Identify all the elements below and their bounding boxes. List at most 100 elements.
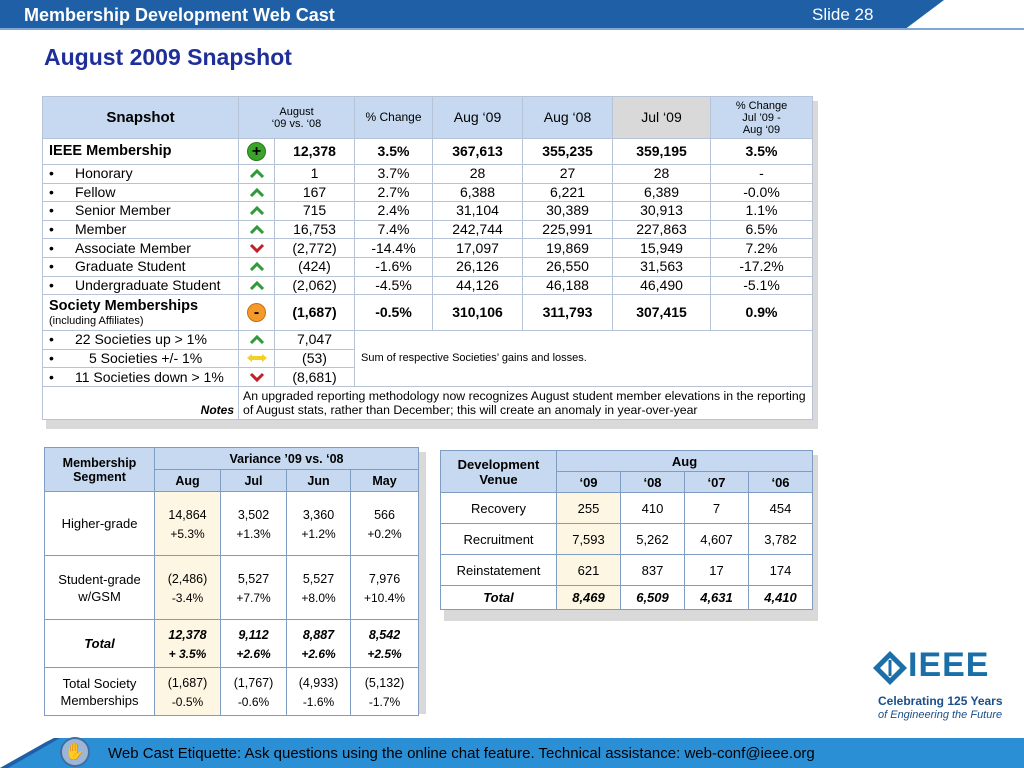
grade-jul09: 46,490	[612, 275, 711, 296]
society-label: Society Memberships	[49, 298, 199, 315]
grade-pct2: 6.5%	[710, 219, 813, 240]
header-pct-change: % Change	[354, 96, 433, 139]
venue-value: 4,631	[684, 585, 749, 610]
venue-value: 174	[747, 554, 814, 586]
bullet: •	[49, 183, 54, 200]
grade-label: Honorary	[75, 165, 133, 182]
venue-row: Reinstatement 621 837 17 174	[440, 554, 814, 586]
venue-value: 6,509	[620, 585, 685, 610]
variance-percent: +5.3%	[170, 526, 205, 541]
venue-value: 454	[747, 492, 814, 524]
venue-year-header: ‘08	[620, 471, 685, 493]
society-change: (1,687)	[274, 294, 355, 332]
society-breakdown-value: 7,047	[274, 330, 355, 350]
variance-month-header: May	[349, 469, 420, 492]
venue-row: Recovery 255 410 7 454	[440, 492, 814, 524]
footer-etiquette-text: Web Cast Etiquette: Ask questions using …	[108, 745, 815, 762]
grade-pct: -14.4%	[354, 238, 433, 258]
variance-percent: +8.0%	[301, 590, 336, 605]
header-jul09: Jul ‘09	[612, 96, 711, 139]
variance-value: 7,976	[368, 571, 401, 586]
variance-percent: -1.7%	[368, 694, 401, 709]
grade-jul09: 227,863	[612, 219, 711, 240]
bullet: •	[49, 221, 54, 238]
venue-year-header: ‘09	[556, 471, 621, 493]
variance-percent: +7.7%	[236, 590, 271, 605]
grade-aug08: 19,869	[522, 238, 613, 258]
footer-bar: Web Cast Etiquette: Ask questions using …	[0, 738, 1024, 768]
variance-percent: +1.2%	[301, 526, 336, 541]
venue-label: Recruitment	[440, 523, 557, 555]
variance-value: (1,687)	[167, 675, 208, 690]
segment-label: Total Society Memberships	[44, 667, 155, 716]
venue-value: 621	[556, 554, 621, 586]
grade-label: Senior Member	[75, 202, 171, 219]
variance-row: Total Society Memberships (1,687) -0.5% (1,…	[44, 667, 420, 716]
grade-row: • Associate Member (2,772) -14.4% 17,097 19,8…	[42, 238, 813, 258]
grade-pct: 2.4%	[354, 201, 433, 221]
neutral-arrow-icon	[246, 354, 267, 363]
bullet: •	[49, 331, 54, 348]
venue-value: 5,262	[620, 523, 685, 555]
society-breakdown-label: 22 Societies up > 1%	[75, 331, 207, 348]
venue-value: 4,410	[747, 585, 814, 610]
variance-row: Total 12,378 + 3.5% 9,112 +2.6% 8,887 +2.6% 8,5…	[44, 619, 420, 668]
down-arrow-icon	[249, 243, 264, 253]
grade-jul09: 6,389	[612, 182, 711, 203]
venue-year-header: ‘06	[747, 471, 814, 493]
society-breakdown-label: 5 Societies +/- 1%	[89, 350, 203, 367]
grade-pct2: 1.1%	[710, 201, 813, 221]
up-arrow-icon	[249, 206, 264, 216]
variance-month-header: Aug	[154, 469, 221, 492]
variance-value: 3,360	[302, 507, 335, 522]
ieee-membership-row: IEEE Membership + 12,378 3.5% 367,613 35…	[42, 138, 813, 165]
variance-value: (5,132)	[364, 675, 405, 690]
header-bar-shape	[0, 0, 1024, 30]
bullet: •	[49, 276, 54, 293]
variance-value: 566	[374, 507, 395, 522]
plus-circle-icon: +	[247, 142, 266, 161]
variance-value: (1,767)	[233, 675, 274, 690]
header-aug08: Aug ‘08	[522, 96, 613, 139]
slide-title: August 2009 Snapshot	[44, 44, 292, 70]
venue-row: Recruitment 7,593 5,262 4,607 3,782	[440, 523, 814, 555]
snapshot-table: Snapshot August ‘09 vs. ‘08 % Change Aug…	[42, 96, 813, 420]
ieee-change: 12,378	[274, 138, 355, 165]
society-breakdown-label: 11 Societies down > 1%	[75, 368, 224, 385]
grade-change: (2,062)	[274, 275, 355, 296]
down-arrow-icon	[249, 372, 264, 382]
variance-value: 5,527	[302, 571, 335, 586]
grade-aug09: 6,388	[432, 182, 523, 203]
variance-percent: +2.6%	[301, 646, 336, 661]
grade-pct2: -5.1%	[710, 275, 813, 296]
variance-value: 8,887	[302, 627, 335, 642]
variance-percent: -0.6%	[237, 694, 270, 709]
grade-aug09: 242,744	[432, 219, 523, 240]
header-snapshot: Snapshot	[42, 96, 239, 139]
segment-label: Total	[44, 619, 155, 668]
venue-value: 837	[620, 554, 685, 586]
raised-hand-icon: ✋	[60, 737, 90, 767]
grade-change: 16,753	[274, 219, 355, 240]
grade-label: Graduate Student	[75, 258, 186, 275]
variance-header: Variance ’09 vs. ‘08	[153, 447, 420, 470]
ieee-aug09: 367,613	[432, 138, 523, 165]
variance-value: 12,378	[168, 627, 207, 642]
webcast-title: Membership Development Web Cast	[24, 5, 335, 25]
variance-percent: +0.2%	[367, 526, 402, 541]
grade-jul09: 31,563	[612, 256, 711, 277]
bullet: •	[49, 239, 54, 256]
grade-label: Associate Member	[75, 239, 191, 256]
grade-aug09: 26,126	[432, 256, 523, 277]
variance-value: (4,933)	[298, 675, 339, 690]
variance-percent: +1.3%	[236, 526, 271, 541]
venue-year-header: ‘07	[684, 471, 749, 493]
grade-aug08: 30,389	[522, 201, 613, 221]
ieee-pct2: 3.5%	[710, 138, 813, 165]
grade-pct2: -	[710, 164, 813, 184]
variance-month-header: Jun	[286, 469, 351, 492]
variance-percent: -0.5%	[171, 694, 204, 709]
society-breakdown-value: (53)	[274, 348, 355, 369]
variance-table: Membership Segment Variance ’09 vs. ‘08 …	[44, 447, 420, 716]
grade-change: 715	[274, 201, 355, 221]
